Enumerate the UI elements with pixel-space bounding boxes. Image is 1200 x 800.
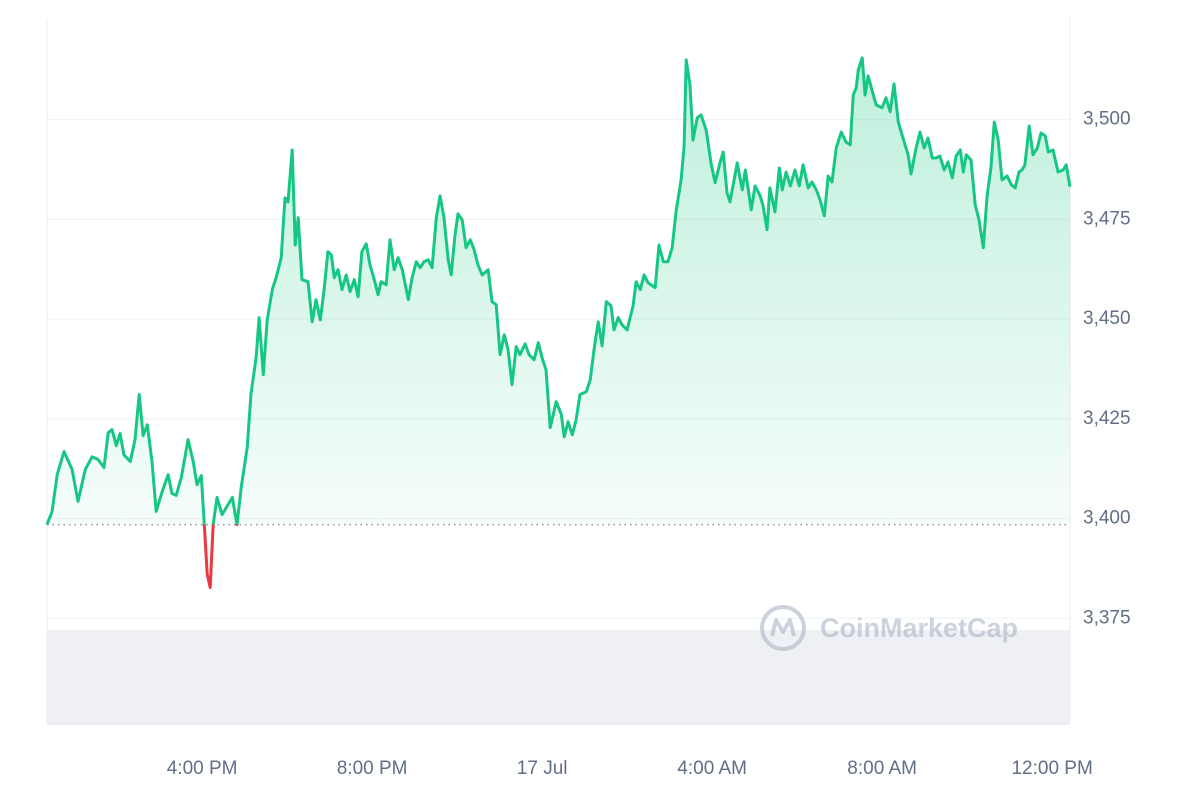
x-tick-label: 17 Jul: [517, 758, 568, 779]
volume-area: [47, 630, 1070, 724]
x-tick-label: 8:00 PM: [337, 758, 408, 779]
x-tick-label: 8:00 AM: [847, 758, 917, 779]
y-tick-label: 3,375: [1083, 607, 1131, 628]
price-area: [47, 57, 1070, 588]
x-tick-label: 12:00 PM: [1011, 758, 1092, 779]
y-tick-label: 3,475: [1083, 208, 1131, 229]
y-tick-label: 3,400: [1083, 508, 1131, 529]
watermark-text: CoinMarketCap: [820, 613, 1018, 643]
price-line: [45, 56, 1072, 590]
y-tick-label: 3,450: [1083, 308, 1131, 329]
watermark: CoinMarketCap: [760, 605, 1018, 651]
y-tick-label: 3,425: [1083, 408, 1131, 429]
x-tick-label: 4:00 PM: [167, 758, 238, 779]
y-tick-label: 3,500: [1083, 109, 1131, 130]
x-tick-label: 4:00 AM: [677, 758, 747, 779]
